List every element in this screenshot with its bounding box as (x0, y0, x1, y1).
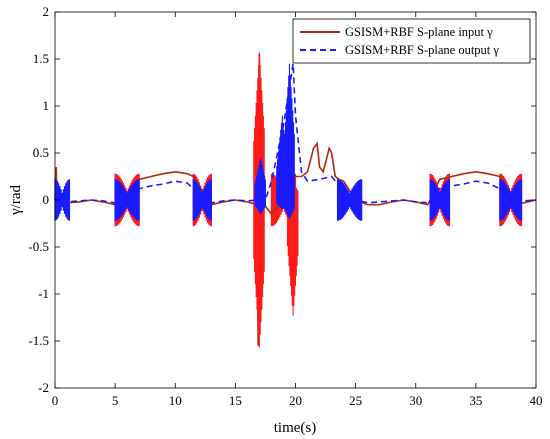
y-tick-label: 1 (43, 98, 50, 113)
y-tick-label: 1.5 (33, 51, 49, 66)
series-1-chatter-band (192, 179, 212, 221)
legend: GSISM+RBF S-plane input γ GSISM+RBF S-pl… (292, 18, 531, 64)
x-tick-label: 5 (112, 393, 119, 408)
x-tick-label: 15 (229, 393, 242, 408)
series-1-spike (254, 157, 266, 215)
x-tick-label: 0 (52, 393, 59, 408)
x-tick-label: 40 (530, 393, 543, 408)
series-1-chatter-fill (114, 179, 140, 221)
x-tick-label: 35 (469, 393, 482, 408)
series-1-chatter-band (114, 179, 140, 221)
y-tick-label: 0 (43, 192, 50, 207)
y-tick-label: -2 (38, 380, 49, 395)
legend-box (292, 18, 531, 64)
x-tick-label: 10 (169, 393, 182, 408)
series-0-spike (286, 181, 299, 316)
series-layer (54, 52, 537, 348)
y-axis-label: γ/rad (8, 185, 24, 216)
y-tick-label: -0.5 (28, 239, 49, 254)
y-tick-label: 0.5 (33, 145, 49, 160)
legend-label-input: GSISM+RBF S-plane input γ (345, 25, 493, 39)
legend-label-output: GSISM+RBF S-plane output γ (345, 43, 499, 57)
series-1-chatter-fill (192, 179, 212, 221)
x-tick-label: 25 (349, 393, 362, 408)
y-tick-label: -1.5 (28, 333, 49, 348)
series-1-spike (276, 115, 288, 210)
y-tick-label: -1 (38, 286, 49, 301)
x-tick-label: 30 (409, 393, 422, 408)
y-tick-label: 2 (43, 4, 50, 19)
x-tick-label: 20 (289, 393, 302, 408)
axes-layer: 0 5 10 15 20 25 30 35 40 -2 -1.5 -1 -0.5 0 0.5 1 1.5 2 (28, 4, 542, 408)
x-axis-label: time(s) (274, 420, 317, 436)
